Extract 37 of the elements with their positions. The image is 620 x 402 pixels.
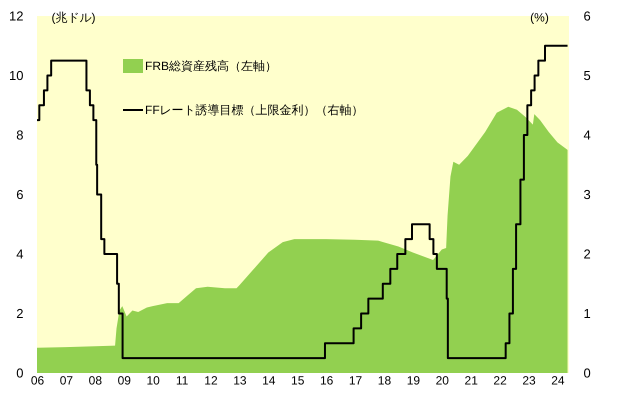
y2-axis-title: (%) <box>530 10 549 24</box>
y-tick-label: 6 <box>16 187 24 202</box>
y-tick-label: 8 <box>16 128 24 142</box>
x-tick-label: 21 <box>464 374 478 388</box>
x-tick-label: 12 <box>204 374 218 388</box>
x-tick-label: 19 <box>406 374 420 388</box>
y-tick-label: 2 <box>16 306 24 321</box>
x-tick-label: 10 <box>146 374 160 388</box>
y-tick-label: 4 <box>16 246 24 262</box>
y2-tick-label: 1 <box>584 306 591 321</box>
x-tick-label: 20 <box>436 374 450 388</box>
y-tick-label: 0 <box>16 366 24 380</box>
x-tick-label: 17 <box>348 374 363 388</box>
x-tick-label: 11 <box>176 374 189 388</box>
x-tick-label: 15 <box>291 374 305 388</box>
y-axis-title: (兆ドル) <box>52 10 96 24</box>
x-tick-label: 24 <box>551 374 565 388</box>
x-tick-label: 13 <box>233 374 247 388</box>
x-tick-label: 22 <box>493 374 508 388</box>
x-tick-label: 18 <box>378 374 392 388</box>
x-tick-label: 06 <box>30 374 44 388</box>
y2-tick-label: 2 <box>584 246 591 262</box>
y2-tick-label: 4 <box>584 128 591 142</box>
x-tick-label: 14 <box>262 374 276 388</box>
y2-tick-label: 3 <box>584 187 591 202</box>
y2-tick-label: 6 <box>584 8 591 24</box>
x-tick-label: 07 <box>60 374 74 388</box>
y2-tick-label: 0 <box>584 366 591 380</box>
y-tick-label: 12 <box>9 8 24 24</box>
x-tick-label: 23 <box>522 374 536 388</box>
y-tick-label: 10 <box>9 68 24 83</box>
x-tick-label: 16 <box>320 374 334 388</box>
legend-label: FFレート誘導目標（上限金利）（右軸） <box>145 103 364 117</box>
legend-label: FRB総資産残高（左軸） <box>145 59 277 73</box>
x-tick-label: 09 <box>118 374 132 388</box>
y2-tick-label: 5 <box>584 68 591 83</box>
x-tick-label: 08 <box>88 374 102 388</box>
